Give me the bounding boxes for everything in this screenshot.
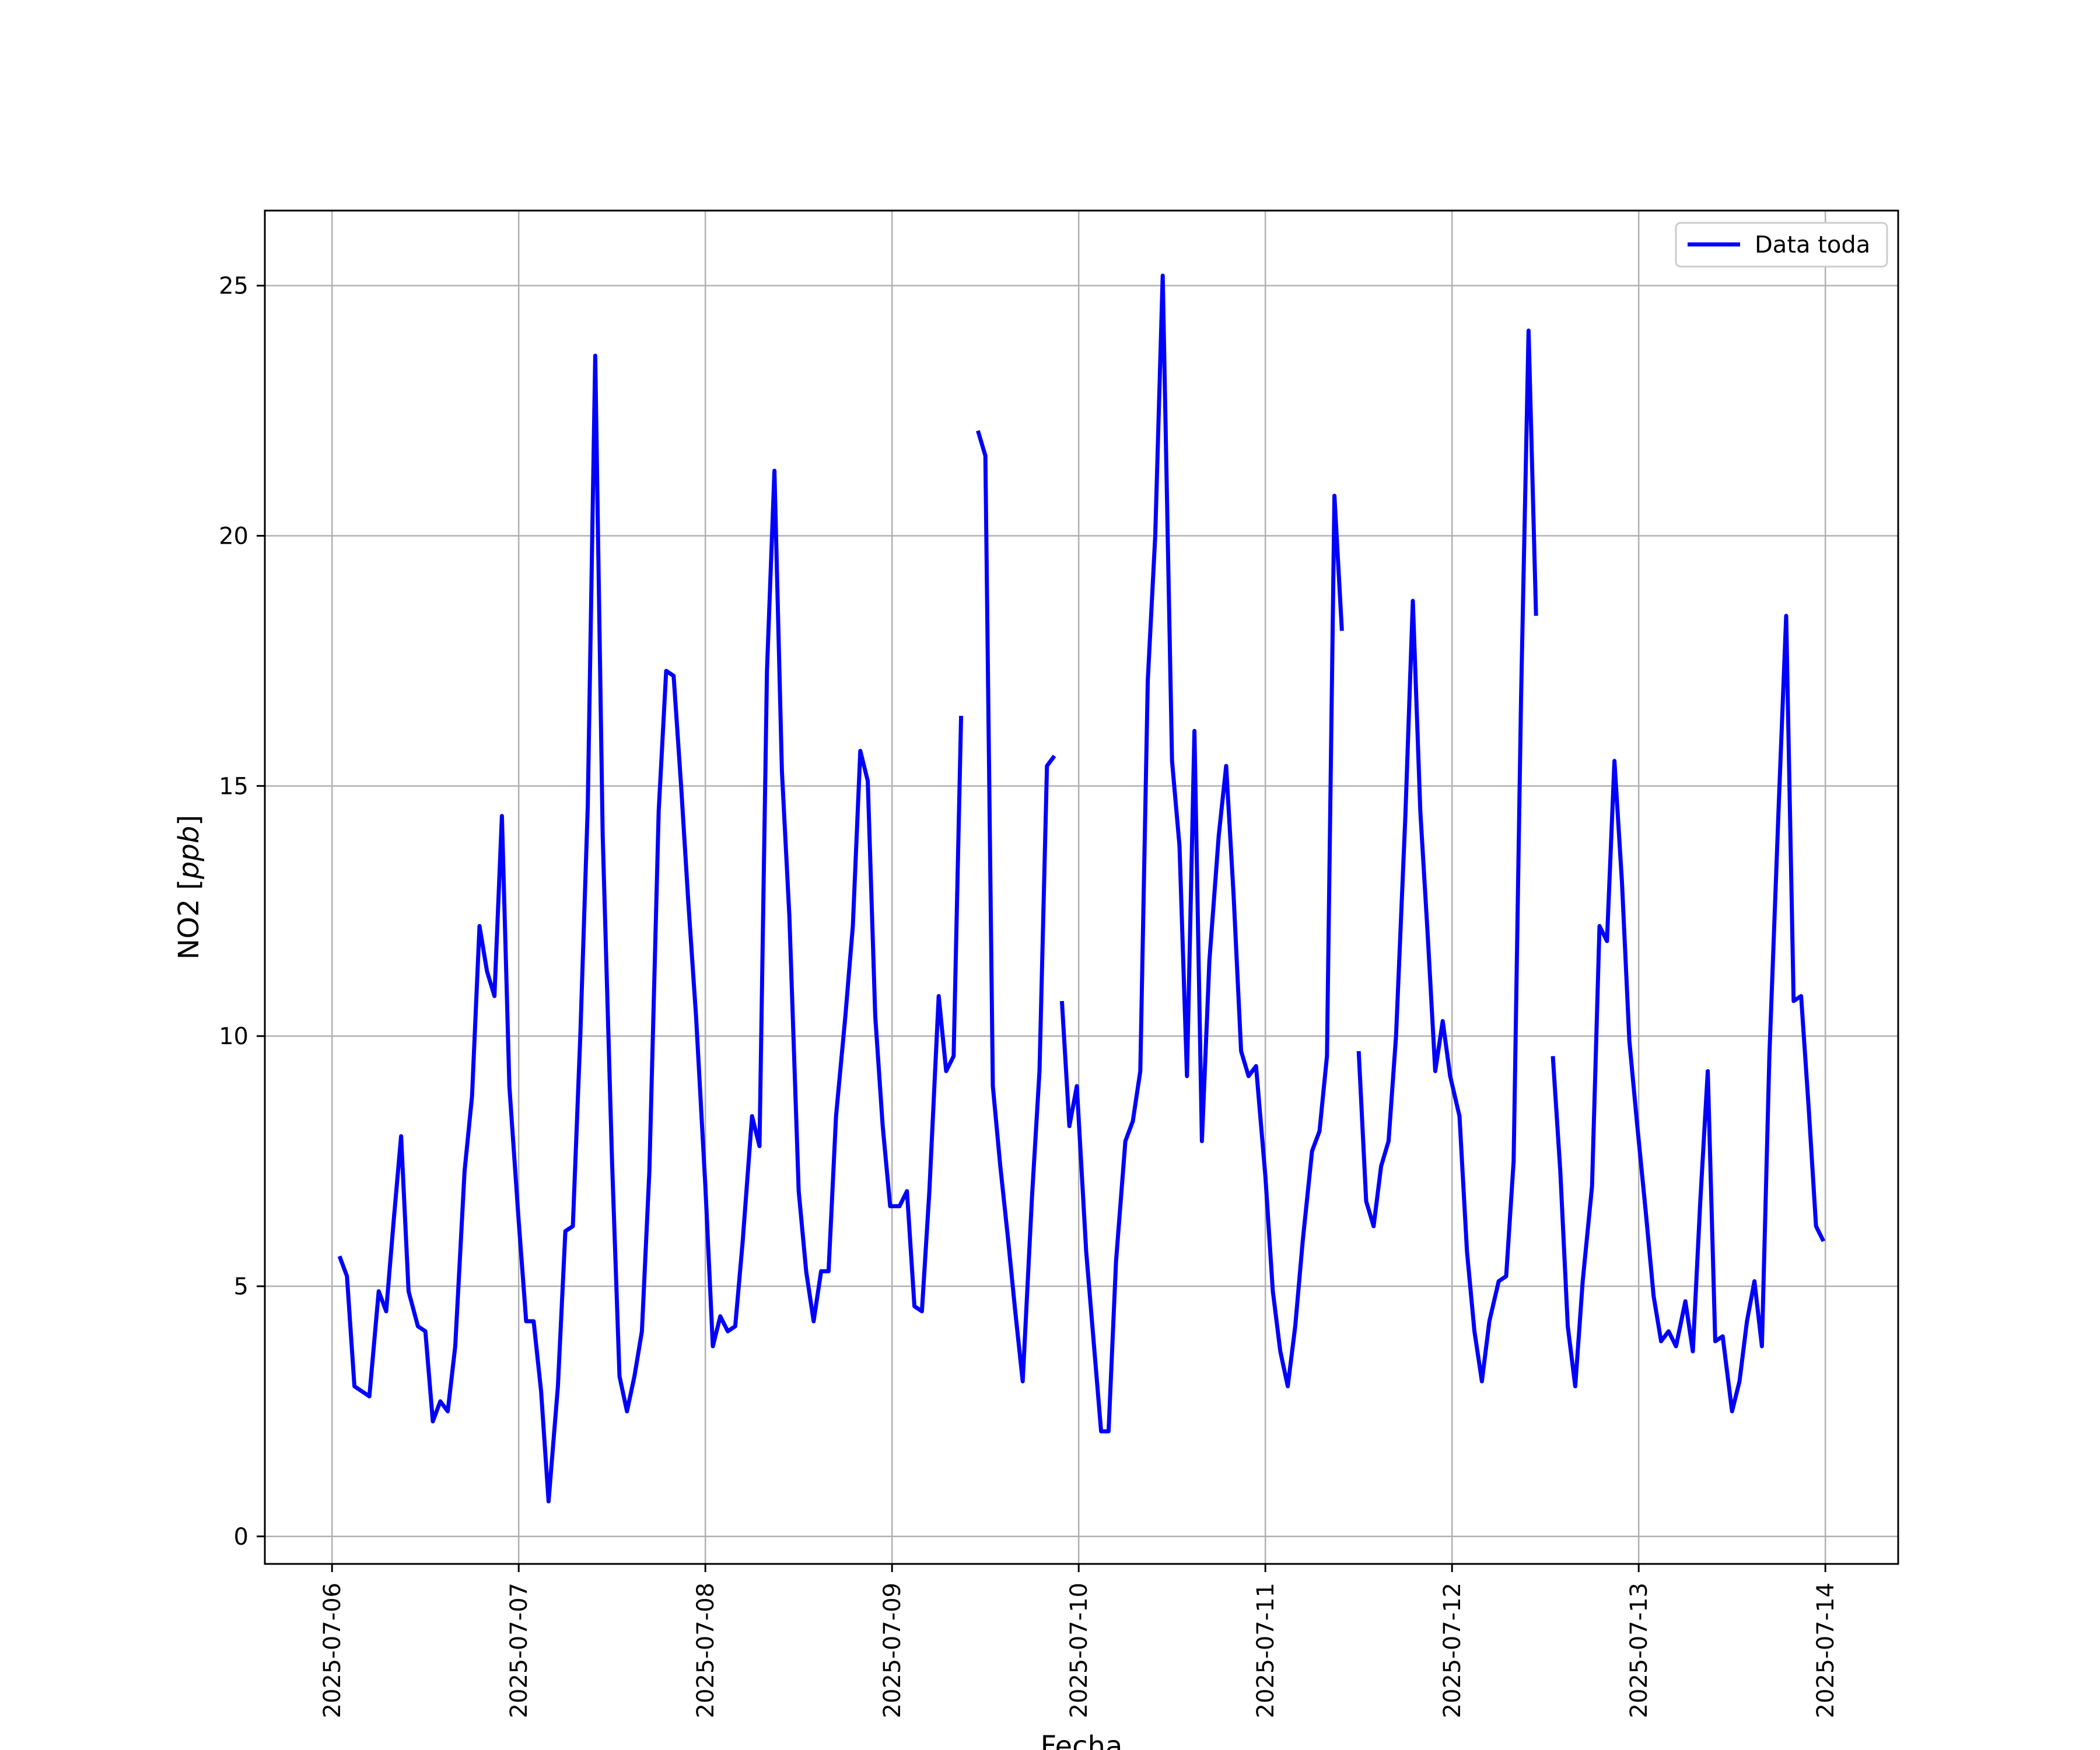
y-axis-title-unit: ppb bbox=[173, 826, 205, 880]
x-tick-label: 2025-07-14 bbox=[1812, 1583, 1839, 1718]
series-line-segment bbox=[1059, 274, 1344, 1434]
y-tick-label: 15 bbox=[219, 773, 249, 800]
x-tick-label: 2025-07-12 bbox=[1439, 1583, 1466, 1718]
x-tick-label: 2025-07-13 bbox=[1626, 1583, 1653, 1718]
y-axis-ticks: 0 5 10 15 20 25 bbox=[219, 273, 265, 1550]
series-lines bbox=[337, 274, 1826, 1504]
x-tick-label: 2025-07-11 bbox=[1252, 1583, 1279, 1718]
y-tick-label: 20 bbox=[219, 523, 249, 550]
x-axis-ticks: 2025-07-06 2025-07-07 2025-07-08 2025-07-09… bbox=[319, 1564, 1839, 1718]
y-tick-label: 25 bbox=[219, 273, 249, 300]
series-line-segment bbox=[976, 430, 1056, 1384]
y-axis-title-close: ] bbox=[173, 815, 205, 826]
grid bbox=[265, 211, 1898, 1564]
plot-frame bbox=[264, 209, 1899, 1565]
series-line-segment bbox=[1356, 328, 1538, 1384]
series-line-segment bbox=[1550, 614, 1826, 1413]
series-line-segment bbox=[337, 354, 964, 1504]
y-tick-label: 0 bbox=[234, 1524, 249, 1550]
y-axis-title: NO2 [ppb] bbox=[173, 815, 205, 960]
x-tick-label: 2025-07-06 bbox=[319, 1583, 346, 1718]
legend: Data toda bbox=[1675, 222, 1888, 268]
x-tick-label: 2025-07-08 bbox=[692, 1583, 719, 1718]
y-tick-label: 10 bbox=[219, 1023, 249, 1050]
x-tick-label: 2025-07-07 bbox=[506, 1583, 533, 1718]
legend-label-data-toda: Data toda bbox=[1755, 232, 1870, 258]
x-tick-label: 2025-07-10 bbox=[1066, 1583, 1093, 1718]
x-axis-title: Fecha bbox=[1041, 1730, 1123, 1750]
x-tick-label: 2025-07-09 bbox=[879, 1583, 906, 1718]
legend-box bbox=[1675, 222, 1888, 268]
y-tick-label: 5 bbox=[234, 1273, 249, 1300]
y-axis-title-main: NO2 [ bbox=[173, 879, 205, 960]
